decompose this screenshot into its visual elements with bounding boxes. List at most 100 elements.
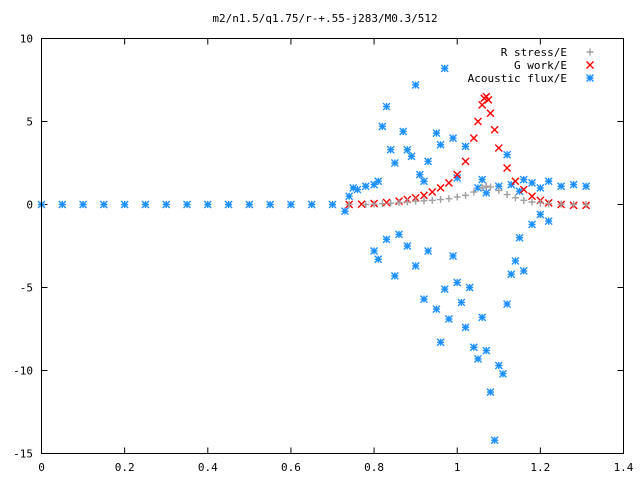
data-point [457,298,466,307]
legend-label: G work/E [514,59,567,72]
data-point [486,388,495,397]
data-point [494,361,503,370]
data-point [79,200,88,209]
data-point [286,200,295,209]
data-point [478,184,486,192]
data-point [403,242,412,250]
chart-title: m2/n1.5/q1.75/r-+.55-j283/M0.3/512 [212,12,437,25]
data-point [570,201,578,208]
data-point [515,233,524,242]
data-point [453,170,462,179]
data-point [511,194,519,202]
data-point [482,182,490,190]
data-point [407,152,416,161]
data-point [440,64,449,73]
data-point [436,183,445,192]
data-point [490,125,499,134]
data-point [58,200,67,209]
axis-ticks: 0 0.2 0.4 0.6 0.8 1 1.2 1.4 10 5 0 -5 -10 -15 [13,33,634,475]
data-point [482,188,491,197]
data-point [569,180,578,189]
data-point [484,95,493,104]
data-point [519,175,528,184]
data-point [307,200,316,209]
data-point [349,183,358,192]
data-point [183,200,191,209]
legend-marker [586,48,594,56]
y-tick-label: 0 [26,199,33,212]
data-point [436,338,445,347]
data-point [99,200,108,209]
data-point [399,127,408,136]
data-point [436,140,445,149]
data-point [582,201,590,208]
x-tick-label: 0.8 [364,461,384,474]
data-point [528,220,537,229]
x-tick-label: 0.6 [281,461,301,474]
data-point [478,175,487,184]
legend-marker [586,61,594,69]
legend-label: R stress/E [501,46,567,59]
x-tick-label: 1.4 [614,461,634,474]
data-point [361,182,370,191]
data-point [382,235,391,244]
data-point [437,196,445,204]
data-point [507,180,516,189]
data-point [482,346,491,355]
y-tick-label: -10 [13,365,33,378]
data-point [495,186,503,194]
data-point [428,196,436,204]
y-tick-label: -15 [13,448,33,461]
data-point [461,142,470,151]
data-point [370,180,379,189]
data-point [362,201,370,208]
data-point [420,197,428,205]
data-point [415,170,424,179]
data-point [353,185,362,194]
data-point [378,122,387,131]
data-point [461,157,470,166]
data-point [503,300,512,309]
data-point [474,354,482,363]
data-point [470,188,478,196]
data-point [386,145,395,154]
data-point [432,305,441,314]
data-point [444,315,453,324]
data-point [528,192,537,201]
data-point [203,200,212,209]
data-point [340,207,349,216]
data-point [498,369,507,378]
data-point [528,198,536,206]
series-1 [345,92,591,210]
data-point [374,177,383,186]
data-point [449,251,458,260]
data-points [37,64,591,445]
data-point [395,199,403,207]
data-point [465,283,474,292]
data-point [520,196,528,204]
data-point [162,200,171,209]
series-0 [345,182,590,208]
data-point [478,313,487,322]
data-point [444,178,453,187]
x-tick-label: 0 [38,461,45,474]
data-point [403,145,412,154]
data-point [345,201,353,208]
data-point [503,191,511,199]
data-point [474,183,482,192]
data-point [424,157,433,166]
legend-marker [586,74,594,82]
data-point [432,129,441,138]
data-point [503,163,512,172]
data-point [544,217,553,226]
data-point [511,177,520,186]
data-point [494,144,503,153]
data-point [328,200,337,209]
data-point [486,109,495,118]
data-point [374,255,383,264]
data-point [453,278,462,287]
data-point [357,200,366,209]
data-point [519,185,528,194]
data-point [511,256,520,265]
data-point [490,436,499,445]
